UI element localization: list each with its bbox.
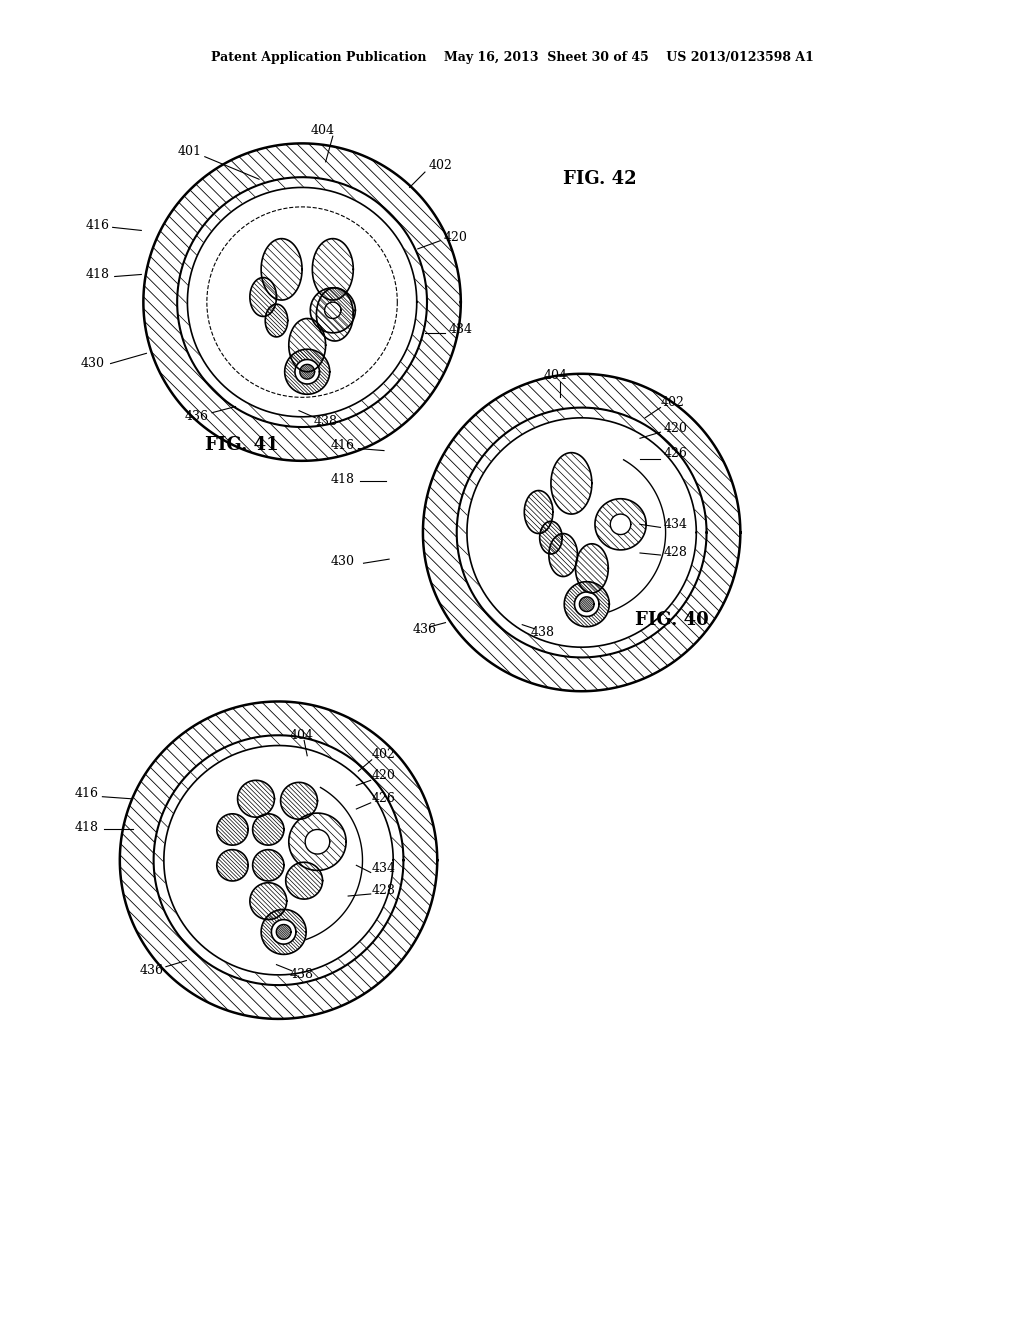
Polygon shape [253, 814, 284, 845]
Polygon shape [289, 813, 346, 870]
Text: 402: 402 [660, 396, 685, 409]
Text: 436: 436 [139, 965, 164, 977]
Text: FIG. 41: FIG. 41 [205, 437, 279, 454]
Text: 426: 426 [664, 447, 688, 461]
Polygon shape [261, 239, 302, 300]
Polygon shape [253, 850, 284, 880]
Text: 404: 404 [310, 124, 335, 136]
Text: 402: 402 [428, 160, 453, 173]
Polygon shape [261, 909, 306, 954]
Polygon shape [551, 453, 592, 513]
Polygon shape [217, 850, 248, 880]
Text: FIG. 40: FIG. 40 [635, 611, 709, 628]
Polygon shape [286, 862, 323, 899]
Text: 402: 402 [372, 748, 396, 762]
Text: 418: 418 [75, 821, 99, 834]
Text: 420: 420 [664, 421, 688, 434]
Text: 434: 434 [449, 323, 473, 337]
Polygon shape [285, 350, 330, 395]
Polygon shape [281, 783, 317, 820]
Text: 430: 430 [80, 356, 104, 370]
Polygon shape [238, 780, 274, 817]
Polygon shape [250, 883, 287, 920]
Text: 420: 420 [443, 231, 468, 244]
Text: 418: 418 [85, 268, 110, 281]
Polygon shape [276, 924, 291, 940]
Polygon shape [564, 582, 609, 627]
Text: FIG. 42: FIG. 42 [563, 170, 637, 189]
Polygon shape [310, 288, 355, 333]
Text: 404: 404 [544, 370, 568, 383]
Polygon shape [524, 491, 553, 533]
Text: 434: 434 [372, 862, 396, 875]
Polygon shape [540, 521, 562, 554]
Polygon shape [575, 544, 608, 593]
Text: 438: 438 [290, 969, 314, 981]
Polygon shape [271, 920, 296, 944]
Text: 420: 420 [372, 768, 396, 781]
Polygon shape [289, 318, 326, 372]
Text: 404: 404 [290, 729, 314, 742]
Text: 426: 426 [372, 792, 396, 805]
Text: 430: 430 [331, 554, 355, 568]
Text: 428: 428 [372, 884, 396, 898]
Text: 436: 436 [413, 623, 437, 636]
Text: Patent Application Publication    May 16, 2013  Sheet 30 of 45    US 2013/012359: Patent Application Publication May 16, 2… [211, 51, 813, 65]
Polygon shape [574, 591, 599, 616]
Polygon shape [187, 187, 417, 417]
Polygon shape [217, 814, 248, 845]
Text: 401: 401 [177, 145, 202, 158]
Text: 436: 436 [184, 411, 209, 424]
Polygon shape [295, 359, 319, 384]
Text: 438: 438 [313, 416, 338, 429]
Polygon shape [312, 239, 353, 300]
Polygon shape [300, 364, 314, 379]
Text: 418: 418 [331, 473, 355, 486]
Text: 416: 416 [331, 440, 355, 451]
Text: 428: 428 [664, 546, 688, 560]
Text: 416: 416 [85, 219, 110, 232]
Polygon shape [316, 288, 353, 341]
Text: 416: 416 [75, 787, 99, 800]
Polygon shape [265, 304, 288, 337]
Text: 438: 438 [530, 627, 555, 639]
Polygon shape [164, 746, 393, 975]
Polygon shape [549, 533, 578, 577]
Polygon shape [595, 499, 646, 550]
Polygon shape [467, 418, 696, 647]
Text: 434: 434 [664, 517, 688, 531]
Polygon shape [580, 597, 594, 611]
Polygon shape [250, 277, 276, 317]
